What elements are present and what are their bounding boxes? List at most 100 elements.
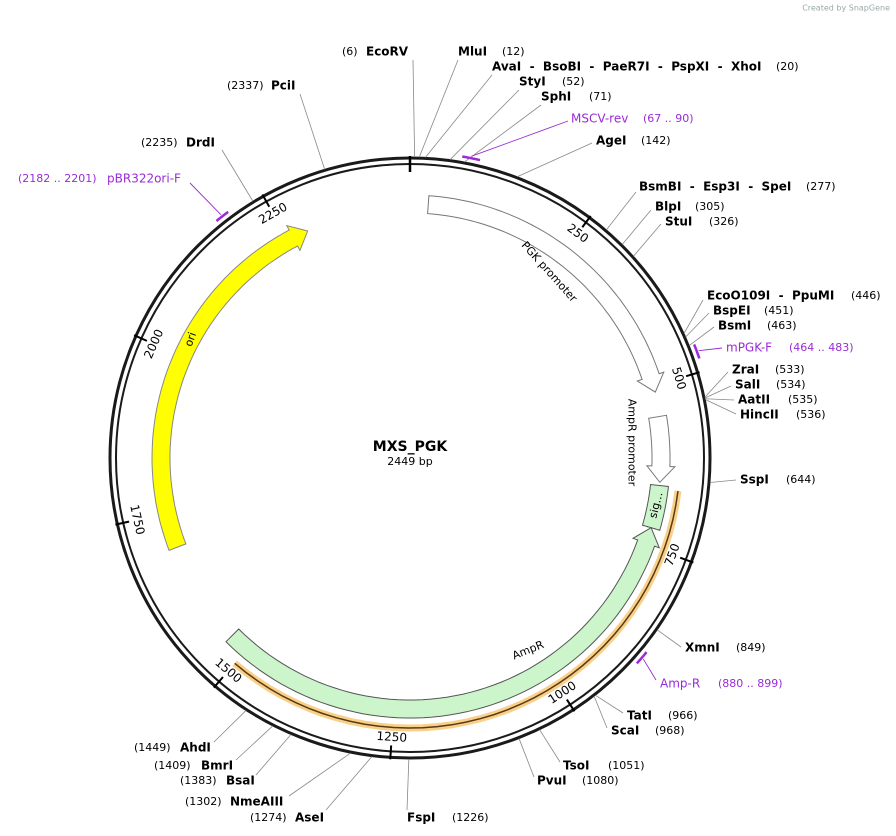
primer-name: pBR322ori-F: [107, 172, 181, 186]
plasmid-name: MXS_PGK: [373, 439, 449, 455]
orf-line: [234, 490, 679, 729]
site-name: MluI: [458, 45, 487, 59]
site-name: HincII: [740, 408, 779, 422]
watermark: Created by SnapGene: [802, 4, 890, 13]
ruler-tick: [133, 334, 148, 342]
site-position: (849): [736, 641, 766, 654]
site-position: (71): [589, 90, 612, 103]
site-name: AvaI - BsoBI - PaeR7I - PspXI - XhoI: [492, 60, 761, 74]
site-position: (142): [641, 134, 671, 147]
site-position: (305): [695, 200, 725, 213]
primer-leader: [698, 347, 723, 352]
site-name: PciI: [271, 79, 296, 93]
site-leader: [705, 398, 735, 401]
site-leader: [221, 149, 254, 202]
ruler-tick: [213, 676, 224, 689]
site-leader: [255, 734, 292, 776]
feature-arrow: [225, 526, 661, 719]
site-name: ScaI: [611, 724, 639, 738]
site-position: (534): [776, 378, 806, 391]
site-leader: [621, 209, 652, 245]
site-position: (644): [786, 473, 816, 486]
site-name: AseI: [295, 811, 324, 825]
site-leader: [406, 758, 410, 811]
ruler-tick: [389, 745, 393, 760]
ruler-tick: [679, 556, 694, 564]
primer-site: [693, 343, 701, 359]
feature-label: AmpR promoter: [626, 399, 639, 487]
site-leader: [517, 142, 593, 178]
site-name: PvuI: [537, 774, 567, 788]
site-position: (2235): [141, 136, 178, 149]
site-leader: [288, 752, 351, 797]
site-position: (20): [776, 60, 799, 73]
site-position: (533): [775, 363, 805, 376]
primer-name: MSCV-rev: [571, 112, 628, 126]
site-name: EcoO109I - PpuMI: [707, 289, 834, 303]
site-leader: [704, 385, 732, 399]
site-leader: [418, 59, 459, 158]
site-name: BlpI: [655, 200, 681, 214]
site-position: (1302): [185, 795, 222, 808]
ruler-tick: [685, 371, 700, 378]
site-name: ZraI: [732, 363, 759, 377]
site-leader: [449, 89, 520, 160]
site-leader: [595, 694, 624, 714]
site-position: (1080): [582, 774, 619, 787]
site-leader: [593, 695, 608, 729]
site-position: (52): [562, 75, 585, 88]
feature-label: AmpR: [510, 638, 546, 662]
feature-arrow: [645, 414, 677, 484]
site-position: (966): [668, 709, 698, 722]
site-name: TatI: [627, 709, 652, 723]
site-position: (446): [851, 289, 881, 302]
site-leader: [606, 191, 637, 231]
primer-leader: [189, 182, 222, 216]
feature-label: sig…: [646, 490, 665, 519]
site-position: (1274): [250, 811, 287, 824]
site-name: SphI: [541, 90, 571, 104]
plasmid-length: 2449 bp: [387, 455, 432, 468]
primer-range: (880 .. 899): [718, 677, 783, 690]
site-leader: [709, 479, 737, 483]
site-position: (535): [788, 393, 818, 406]
site-position: (1449): [134, 741, 171, 754]
site-name: XmnI: [685, 641, 720, 655]
site-leader: [705, 399, 737, 415]
primer-site: [462, 155, 481, 162]
site-leader: [213, 710, 247, 743]
site-position: (1226): [452, 811, 489, 824]
site-name: StuI: [665, 215, 692, 229]
primer-range: (2182 .. 2201): [18, 172, 97, 185]
ruler-label: 1750: [127, 503, 147, 536]
site-leader: [299, 93, 326, 170]
site-name: NmeAIII: [230, 795, 283, 809]
primer-leader: [471, 120, 569, 157]
ruler-label: 500: [669, 365, 689, 391]
feature-label: ori: [182, 330, 199, 348]
site-position: (277): [806, 180, 836, 193]
site-leader: [685, 312, 710, 338]
site-leader: [235, 725, 274, 761]
site-name: EcoRV: [366, 45, 409, 59]
site-name: StyI: [519, 75, 546, 89]
site-position: (2337): [227, 79, 264, 92]
site-name: BspEI: [713, 304, 751, 318]
primer-name: Amp-R: [660, 677, 700, 691]
feature-arrow: [427, 195, 665, 393]
ruler-label: 1250: [376, 729, 407, 745]
site-leader: [464, 104, 542, 163]
ruler-tick: [566, 698, 576, 712]
primer-site: [635, 651, 648, 665]
site-position: (451): [764, 304, 794, 317]
site-position: (536): [796, 408, 826, 421]
site-name: BsmBI - Esp3I - SpeI: [639, 180, 791, 194]
site-name: BsmI: [718, 319, 751, 333]
site-name: SalI: [735, 378, 760, 392]
primer-range: (67 .. 90): [643, 112, 694, 125]
site-position: (463): [767, 319, 797, 332]
site-name: AatII: [738, 393, 770, 407]
site-leader: [656, 629, 682, 648]
primer-leader: [642, 658, 657, 681]
